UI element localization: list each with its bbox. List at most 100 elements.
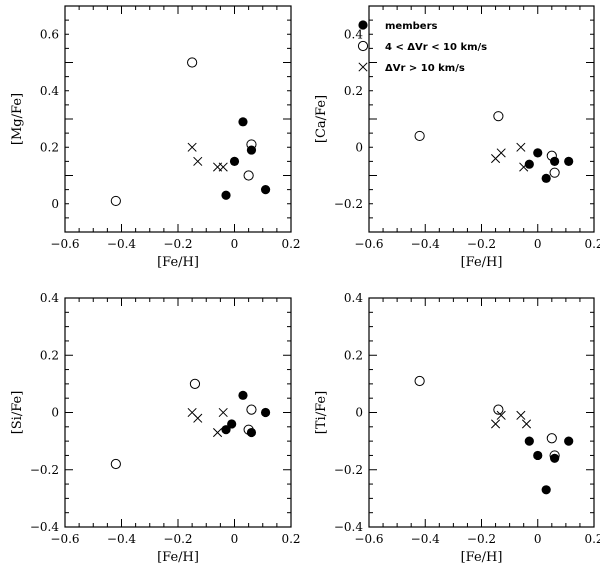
x-tick-label: 0 (231, 532, 239, 546)
x-tick-label: −0.4 (411, 237, 441, 251)
x-tick-label: −0.4 (107, 532, 137, 546)
point-member (260, 407, 271, 418)
x-tick-label: 0.2 (281, 237, 300, 251)
x-tick-label: 0 (534, 532, 542, 546)
point-high-velocity (218, 162, 228, 172)
point-high-velocity (521, 419, 532, 429)
point-mid-velocity (246, 404, 257, 415)
x-axis-label: [Fe/H] (157, 550, 199, 565)
y-tick-label: 0.6 (40, 27, 59, 41)
point-member (260, 185, 271, 195)
point-mid-velocity (189, 378, 201, 389)
y-tick-label: 0.2 (40, 140, 59, 154)
x-tick-label: −0.6 (50, 532, 79, 546)
point-high-velocity (218, 407, 228, 418)
point-member (246, 145, 257, 155)
y-tick-label: −0.2 (30, 463, 59, 477)
point-mid-velocity (546, 433, 557, 444)
y-tick-label: −0.2 (334, 463, 363, 477)
y-tick-label: 0 (51, 406, 59, 420)
point-high-velocity (187, 142, 197, 152)
point-mid-velocity (246, 139, 257, 150)
y-tick-label: −0.2 (334, 197, 363, 211)
x-tick-label: −0.4 (411, 532, 441, 546)
point-mid-velocity (243, 424, 254, 435)
point-member (238, 117, 248, 127)
point-mid-velocity (243, 170, 254, 181)
point-member (221, 425, 231, 435)
point-member (227, 419, 237, 429)
y-tick-label: 0.2 (40, 348, 59, 362)
x-axis-label: [Fe/H] (461, 550, 503, 565)
legend-label-members: members (385, 21, 437, 32)
x-tick-label: 0 (231, 237, 239, 251)
x-tick-label: −0.4 (107, 237, 137, 251)
point-member (550, 156, 560, 166)
point-mid-velocity (110, 458, 121, 470)
point-member (533, 148, 543, 158)
point-high-velocity (496, 148, 506, 158)
y-tick-label: 0.4 (344, 27, 363, 41)
point-high-velocity (516, 142, 526, 152)
x-tick-label: −0.6 (50, 237, 79, 251)
plot-frame (368, 297, 595, 528)
point-member (229, 156, 240, 166)
point-member (533, 450, 543, 461)
y-tick-label: 0.2 (344, 84, 363, 98)
x-tick-label: 0 (534, 237, 542, 251)
legend: members 4 < ΔVr < 10 km/s ΔVr > 10 km/s (357, 20, 487, 74)
point-high-velocity (212, 427, 223, 438)
point-member (541, 173, 551, 183)
legend-marker-mid (357, 40, 369, 52)
point-mid-velocity (414, 130, 425, 142)
point-member (524, 436, 534, 446)
panel-ca-fe: −0.6 −0.4 −0.2 0 0.2 −0.2 0 0.2 0.4 [Fe/H] [Ca/Fe] (314, 5, 600, 270)
panel-mg-fe: −0.6 −0.4 −0.2 0 0.2 0 0.2 0.4 0.6 [Fe/H] [Mg/Fe] (10, 5, 301, 270)
point-mid-velocity (493, 111, 504, 122)
x-tick-label: −0.6 (354, 532, 383, 546)
y-axis-label: [Si/Fe] (10, 391, 25, 435)
point-mid-velocity (414, 375, 425, 387)
point-mid-velocity (110, 195, 121, 207)
x-tick-label: 0.2 (281, 532, 300, 546)
y-tick-label: −0.4 (334, 520, 364, 534)
point-mid-velocity (546, 150, 557, 161)
point-high-velocity (491, 419, 501, 429)
x-axis-label: [Fe/H] (157, 255, 199, 270)
y-tick-label: 0 (355, 406, 363, 420)
point-member (564, 436, 574, 446)
legend-label-high: ΔVr > 10 km/s (385, 63, 465, 74)
point-member (246, 427, 257, 438)
x-tick-label: −0.2 (467, 237, 496, 251)
point-high-velocity (496, 410, 506, 420)
y-tick-label: 0.4 (40, 291, 59, 305)
legend-label-mid: 4 < ΔVr < 10 km/s (385, 42, 487, 53)
point-high-velocity (516, 410, 526, 420)
plot-frame (368, 5, 595, 233)
y-tick-label: 0.4 (40, 84, 59, 98)
x-tick-label: −0.6 (354, 237, 383, 251)
x-tick-label: −0.2 (467, 532, 496, 546)
point-mid-velocity (549, 167, 560, 178)
y-tick-label: 0 (51, 197, 59, 211)
y-tick-label: 0 (355, 140, 363, 154)
legend-marker-members (358, 20, 368, 30)
plot-frame (64, 5, 292, 233)
point-member (550, 453, 560, 463)
point-member (541, 485, 551, 495)
y-axis-label: [Mg/Fe] (10, 93, 25, 145)
point-mid-velocity (187, 57, 198, 68)
point-member (524, 159, 534, 169)
point-member (238, 390, 248, 400)
point-high-velocity (193, 156, 203, 166)
panel-ti-fe: −0.6 −0.4 −0.2 0 0.2−0.4−0.200.20.4[Fe/H][Ti… (314, 291, 600, 565)
point-high-velocity (193, 413, 203, 423)
x-tick-label: 0.2 (584, 237, 600, 251)
y-axis-label: [Ti/Fe] (314, 391, 329, 434)
y-tick-label: −0.4 (30, 520, 60, 534)
y-tick-label: 0.4 (344, 291, 363, 305)
panel-si-fe: −0.6 −0.4 −0.2 0 0.2−0.4−0.200.20.4[Fe/H][Si… (10, 291, 301, 565)
x-tick-label: 0.2 (584, 532, 600, 546)
y-tick-label: 0.2 (344, 348, 363, 362)
